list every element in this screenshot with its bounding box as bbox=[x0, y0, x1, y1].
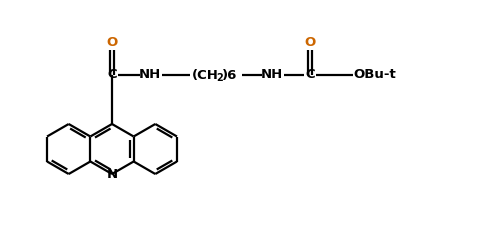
Text: O: O bbox=[304, 35, 316, 49]
Text: C: C bbox=[107, 68, 117, 82]
Text: OBu-t: OBu-t bbox=[353, 68, 396, 82]
Text: C: C bbox=[305, 68, 315, 82]
Text: O: O bbox=[106, 35, 118, 49]
Text: NH: NH bbox=[139, 68, 161, 82]
Text: )6: )6 bbox=[222, 68, 238, 82]
Text: N: N bbox=[106, 167, 118, 180]
Text: NH: NH bbox=[261, 68, 283, 82]
Text: 2: 2 bbox=[216, 73, 223, 83]
Text: (CH: (CH bbox=[192, 68, 219, 82]
